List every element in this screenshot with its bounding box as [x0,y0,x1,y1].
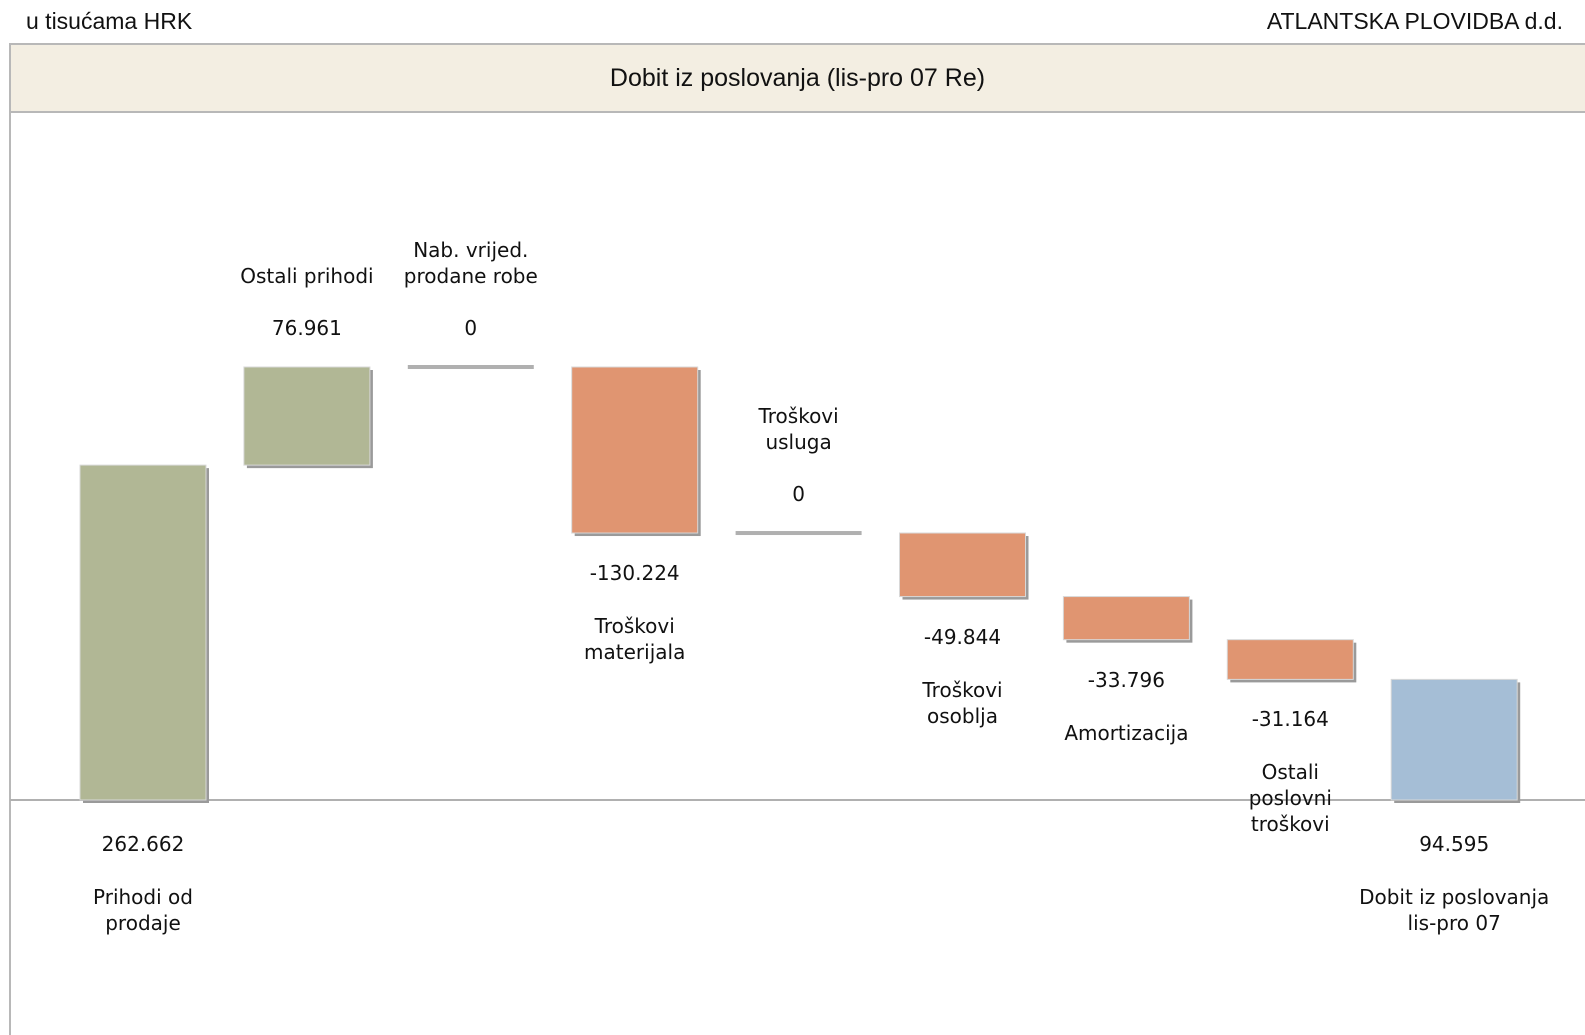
chart-title: Dobit iz poslovanja (lis-pro 07 Re) [609,64,986,92]
title-band [9,43,1585,113]
bar [79,464,207,801]
zero-bar [407,365,534,369]
value-label: 262.662 [101,832,185,856]
zero-bar [735,531,862,536]
bar [571,366,699,534]
bar [1390,678,1518,801]
category-label: Prihodi od prodaje [93,885,193,935]
bar [243,366,371,466]
value-label: 0 [464,316,478,340]
value-label: 0 [792,482,805,507]
value-label: -33.796 [1087,667,1165,692]
bar [1062,596,1190,641]
category-label: Ostali poslovni troškovi [1248,760,1332,837]
category-label: Nab. vrijed. prodane robe [403,238,538,288]
category-label: Ostali prihodi [240,264,374,288]
value-label: -31.164 [1251,707,1329,732]
bar [899,532,1026,598]
value-label: 94.595 [1419,832,1490,856]
category-label: Troškovi materijala [584,614,686,665]
category-label: Dobit iz poslovanja lis-pro 07 [1359,885,1550,935]
bar [1226,639,1354,680]
category-label: Troškovi usluga [758,404,839,455]
value-label: -49.844 [923,624,1002,649]
value-label: -130.224 [589,561,680,586]
value-label: 76.961 [271,316,342,340]
plot-frame [9,43,1585,1035]
company-name: ATLANTSKA PLOVIDBA d.d. [1266,8,1563,34]
unit-label: u tisućama HRK [26,8,193,34]
category-label: Amortizacija [1064,720,1189,745]
category-label: Troškovi osoblja [922,677,1003,728]
